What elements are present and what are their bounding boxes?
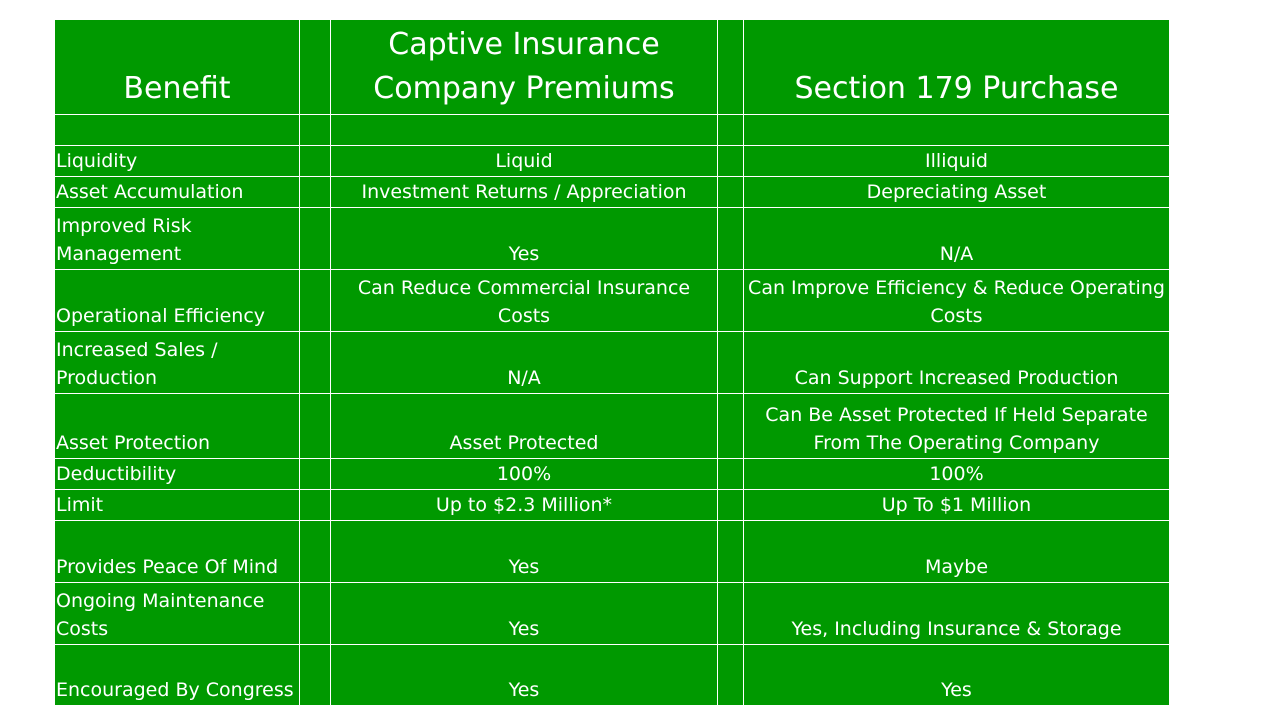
header-benefit: Benefit [54, 19, 300, 115]
benefit-cell: Encouraged By Congress [54, 644, 300, 706]
table-row: Improved Risk Management Yes N/A [54, 207, 1170, 270]
table-row: Deductibility 100% 100% [54, 458, 1170, 490]
section179-cell: Yes, Including Insurance & Storage [743, 582, 1170, 645]
section179-cell: Can Be Asset Protected If Held Separate … [743, 393, 1170, 459]
benefit-cell: Provides Peace Of Mind [54, 520, 300, 583]
spacer-cell [717, 114, 744, 146]
header-row: Benefit Captive Insurance Company Premiu… [54, 19, 1170, 115]
section179-cell: Yes [743, 644, 1170, 706]
spacer-cell [717, 269, 744, 332]
section179-cell: Depreciating Asset [743, 176, 1170, 208]
captive-cell: 100% [330, 458, 718, 490]
section179-cell: Can Support Increased Production [743, 331, 1170, 394]
benefit-cell: Operational Efficiency [54, 269, 300, 332]
header-captive: Captive Insurance Company Premiums [330, 19, 718, 115]
spacer-cell [717, 644, 744, 706]
table-row: Liquidity Liquid Illiquid [54, 145, 1170, 177]
spacer-cell [299, 458, 331, 490]
benefit-cell: Asset Protection [54, 393, 300, 459]
spacer-cell [717, 331, 744, 394]
spacer-cell [299, 331, 331, 394]
captive-cell: Yes [330, 582, 718, 645]
spacer-cell [717, 520, 744, 583]
benefit-cell: Limit [54, 489, 300, 521]
section179-cell: Up To $1 Million [743, 489, 1170, 521]
captive-cell: Yes [330, 644, 718, 706]
captive-cell: Asset Protected [330, 393, 718, 459]
captive-cell: N/A [330, 331, 718, 394]
benefit-cell: Asset Accumulation [54, 176, 300, 208]
spacer-cell [717, 393, 744, 459]
spacer-cell [299, 393, 331, 459]
spacer-cell [717, 582, 744, 645]
spacer-cell [717, 489, 744, 521]
blank-cell [54, 114, 300, 146]
benefit-cell: Ongoing Maintenance Costs [54, 582, 300, 645]
captive-cell: Investment Returns / Appreciation [330, 176, 718, 208]
table-row: Limit Up to $2.3 Million* Up To $1 Milli… [54, 489, 1170, 521]
header-section179: Section 179 Purchase [743, 19, 1170, 115]
spacer-cell [299, 145, 331, 177]
spacer-cell [717, 458, 744, 490]
comparison-table: Benefit Captive Insurance Company Premiu… [54, 19, 1170, 706]
benefit-cell: Deductibility [54, 458, 300, 490]
captive-cell: Up to $2.3 Million* [330, 489, 718, 521]
section179-cell: Illiquid [743, 145, 1170, 177]
section179-cell: 100% [743, 458, 1170, 490]
spacer-cell [717, 145, 744, 177]
spacer-cell [717, 176, 744, 208]
section179-cell: N/A [743, 207, 1170, 270]
table-row: Encouraged By Congress Yes Yes [54, 644, 1170, 706]
section179-cell: Maybe [743, 520, 1170, 583]
spacer-cell [299, 644, 331, 706]
table-row: Provides Peace Of Mind Yes Maybe [54, 520, 1170, 583]
blank-cell [743, 114, 1170, 146]
spacer-cell [299, 176, 331, 208]
benefit-cell: Improved Risk Management [54, 207, 300, 270]
section179-cell: Can Improve Efficiency & Reduce Operatin… [743, 269, 1170, 332]
blank-row [54, 114, 1170, 146]
captive-cell: Yes [330, 520, 718, 583]
table-row: Asset Accumulation Investment Returns / … [54, 176, 1170, 208]
blank-cell [330, 114, 718, 146]
spacer-cell [717, 19, 744, 115]
spacer-cell [299, 489, 331, 521]
benefit-cell: Liquidity [54, 145, 300, 177]
spacer-cell [717, 207, 744, 270]
table-row: Increased Sales / Production N/A Can Sup… [54, 331, 1170, 394]
captive-cell: Liquid [330, 145, 718, 177]
benefit-cell: Increased Sales / Production [54, 331, 300, 394]
spacer-cell [299, 520, 331, 583]
table-row: Asset Protection Asset Protected Can Be … [54, 393, 1170, 459]
spacer-cell [299, 269, 331, 332]
table-row: Ongoing Maintenance Costs Yes Yes, Inclu… [54, 582, 1170, 645]
spacer-cell [299, 114, 331, 146]
spacer-cell [299, 19, 331, 115]
table-row: Operational Efficiency Can Reduce Commer… [54, 269, 1170, 332]
captive-cell: Can Reduce Commercial Insurance Costs [330, 269, 718, 332]
spacer-cell [299, 582, 331, 645]
captive-cell: Yes [330, 207, 718, 270]
spacer-cell [299, 207, 331, 270]
